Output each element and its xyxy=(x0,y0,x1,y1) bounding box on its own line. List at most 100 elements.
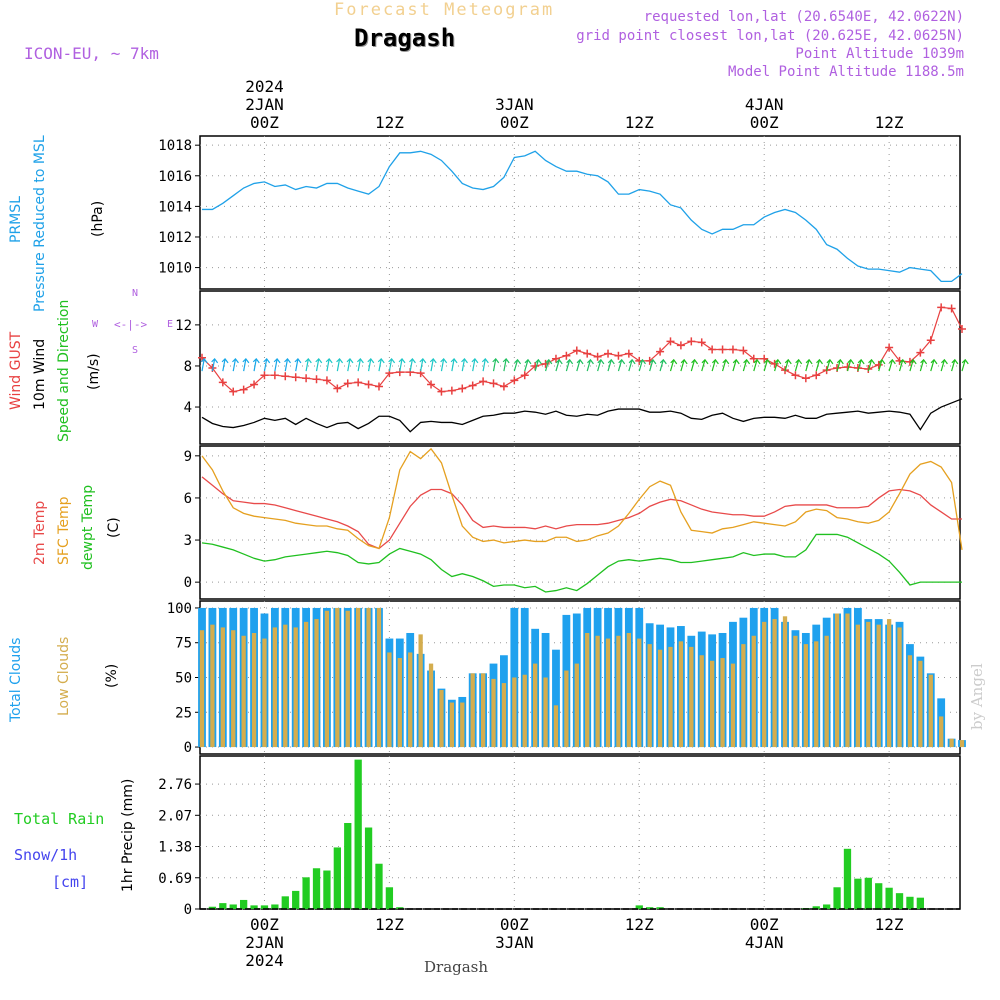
rain-bar xyxy=(895,893,904,909)
wind-direction-arrow xyxy=(721,359,727,372)
y-tick-label-wind: 8 xyxy=(184,359,192,375)
time-label-top: 2024 xyxy=(245,77,284,96)
time-label-top: 00Z xyxy=(250,113,279,132)
wind-gust-marker xyxy=(687,337,696,346)
wind-gust-marker xyxy=(312,375,321,384)
wind-direction-arrow xyxy=(222,358,226,372)
low-cloud-bar xyxy=(939,716,944,748)
wind-arrow-head xyxy=(941,358,948,365)
time-label-bottom: 2JAN xyxy=(245,933,284,952)
low-cloud-bar xyxy=(262,638,267,748)
time-label-top: 12Z xyxy=(375,113,404,132)
wind-direction-arrow xyxy=(940,359,946,372)
wind-arrow-head xyxy=(325,357,333,364)
low-cloud-bar xyxy=(283,624,288,748)
wind-arrow-head xyxy=(774,358,782,365)
wind-direction-arrow xyxy=(774,359,779,372)
wind-direction-arrow xyxy=(576,359,581,372)
chart-title: Dragash xyxy=(354,24,456,52)
wind-gust-marker xyxy=(926,336,935,345)
low-cloud-bar xyxy=(585,632,590,748)
compass-west: W xyxy=(92,319,99,330)
wind-direction-arrow xyxy=(253,358,257,372)
wind-gust-marker xyxy=(666,337,675,346)
wind-gust-marker xyxy=(708,345,717,354)
low-cloud-bar xyxy=(668,646,673,748)
wind-direction-arrow xyxy=(295,358,299,372)
wind-gust-marker xyxy=(322,376,331,385)
pressure-line xyxy=(202,150,963,283)
low-cloud-bar xyxy=(231,630,236,748)
rain-bar xyxy=(302,877,310,909)
wind-direction-arrow xyxy=(472,358,476,372)
low-cloud-bar xyxy=(626,632,631,748)
wind-gust-marker xyxy=(250,380,259,389)
wind-gust-marker xyxy=(583,349,592,358)
rain-bar xyxy=(823,904,831,909)
wind-direction-arrow xyxy=(336,358,341,372)
low-cloud-bar xyxy=(491,678,496,748)
time-label-top: 3JAN xyxy=(495,95,534,114)
wind-arrow-head xyxy=(377,357,385,364)
low-cloud-bar xyxy=(782,616,788,748)
wind-direction-arrow xyxy=(357,358,361,372)
wind-arrow-head xyxy=(273,357,281,364)
wind-arrow-head xyxy=(587,358,594,365)
wind-direction-arrow xyxy=(805,359,810,372)
rain-bar xyxy=(250,905,258,909)
rain-bar xyxy=(364,827,373,909)
low-cloud-bar xyxy=(543,677,548,748)
rain-bar xyxy=(396,907,404,909)
y-tick-label-clouds: 75 xyxy=(175,636,192,652)
low-cloud-bar xyxy=(293,627,298,748)
low-cloud-bar xyxy=(699,655,704,748)
wind-arrow-head xyxy=(659,358,667,365)
wind-gust-marker xyxy=(333,384,342,393)
wind-direction-arrow xyxy=(201,358,205,372)
wind-arrow-head xyxy=(419,357,427,364)
time-label-bottom: 12Z xyxy=(625,915,654,934)
low-cloud-bar xyxy=(376,607,382,748)
wind-gust-marker xyxy=(291,373,300,382)
rain-bar xyxy=(312,868,321,909)
panel-frame-pressure xyxy=(199,135,961,290)
y-tick-label-precipitation: 2.76 xyxy=(158,777,192,793)
wind-arrow-head xyxy=(252,357,260,364)
wind-gust-marker xyxy=(531,361,540,370)
low-cloud-bar xyxy=(553,705,559,748)
low-cloud-bar xyxy=(449,702,455,748)
wind-gust-marker xyxy=(458,384,467,393)
rain-bar xyxy=(292,890,300,909)
y-tick-label-pressure: 1018 xyxy=(158,138,192,154)
y-tick-label-clouds: 50 xyxy=(175,671,192,687)
wind-direction-arrow xyxy=(794,359,800,372)
low-cloud-bar xyxy=(335,607,340,748)
y-tick-label-clouds: 25 xyxy=(175,705,192,721)
wind-gust-marker xyxy=(468,381,477,390)
low-cloud-bar xyxy=(897,627,902,748)
compass-arrow: <-|-> xyxy=(114,318,148,331)
y-tick-label-temperature: 9 xyxy=(184,449,192,465)
wind-arrow-head xyxy=(514,358,522,365)
wind-gust-marker xyxy=(718,345,727,354)
wind-arrow-head xyxy=(492,357,500,364)
wind-direction-arrow xyxy=(617,359,623,372)
t2m-line xyxy=(201,476,962,550)
grid-lines xyxy=(195,136,960,910)
wind-arrow-head xyxy=(576,358,584,365)
data-marks xyxy=(198,150,969,910)
wind-direction-arrow xyxy=(243,358,247,372)
rain-bar xyxy=(656,907,664,909)
wind-arrow-head xyxy=(429,357,437,364)
low-cloud-bar xyxy=(428,663,434,748)
wind-arrow-head xyxy=(242,357,250,364)
low-cloud-bar xyxy=(533,663,538,748)
y-tick-label-pressure: 1012 xyxy=(158,230,192,246)
wind-gust-marker xyxy=(364,380,373,389)
rain-bar xyxy=(646,907,654,909)
wind-direction-arrow xyxy=(867,359,873,372)
low-cloud-bar xyxy=(480,673,486,748)
snow-label: Snow/1h xyxy=(14,846,78,864)
wind-arrow-head xyxy=(930,358,938,365)
info-line-2: grid point closest lon,lat (20.625E, 42.… xyxy=(576,28,964,44)
